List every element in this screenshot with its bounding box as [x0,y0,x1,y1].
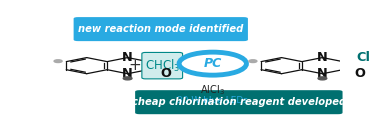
Text: new reaction mode identified: new reaction mode identified [78,24,243,34]
Text: N: N [122,67,133,80]
Circle shape [54,60,62,63]
Circle shape [318,77,327,80]
FancyBboxPatch shape [142,52,183,79]
FancyBboxPatch shape [74,17,248,41]
FancyBboxPatch shape [135,90,342,114]
Text: +: + [128,58,141,73]
Text: AlCl$_3$: AlCl$_3$ [200,83,225,97]
Circle shape [179,52,246,75]
Text: N: N [122,51,133,64]
Text: 30 W blue LEDs: 30 W blue LEDs [177,96,248,105]
Text: N: N [317,51,328,64]
Text: O: O [355,67,366,80]
Text: Cl: Cl [356,51,370,64]
Text: PC: PC [204,57,222,70]
Circle shape [249,60,257,63]
Text: N: N [317,67,328,80]
Text: O: O [160,67,171,80]
Circle shape [123,77,132,80]
Text: CHCl$_3$: CHCl$_3$ [145,58,180,74]
Text: cheap chlorination reagent developed: cheap chlorination reagent developed [132,97,346,107]
